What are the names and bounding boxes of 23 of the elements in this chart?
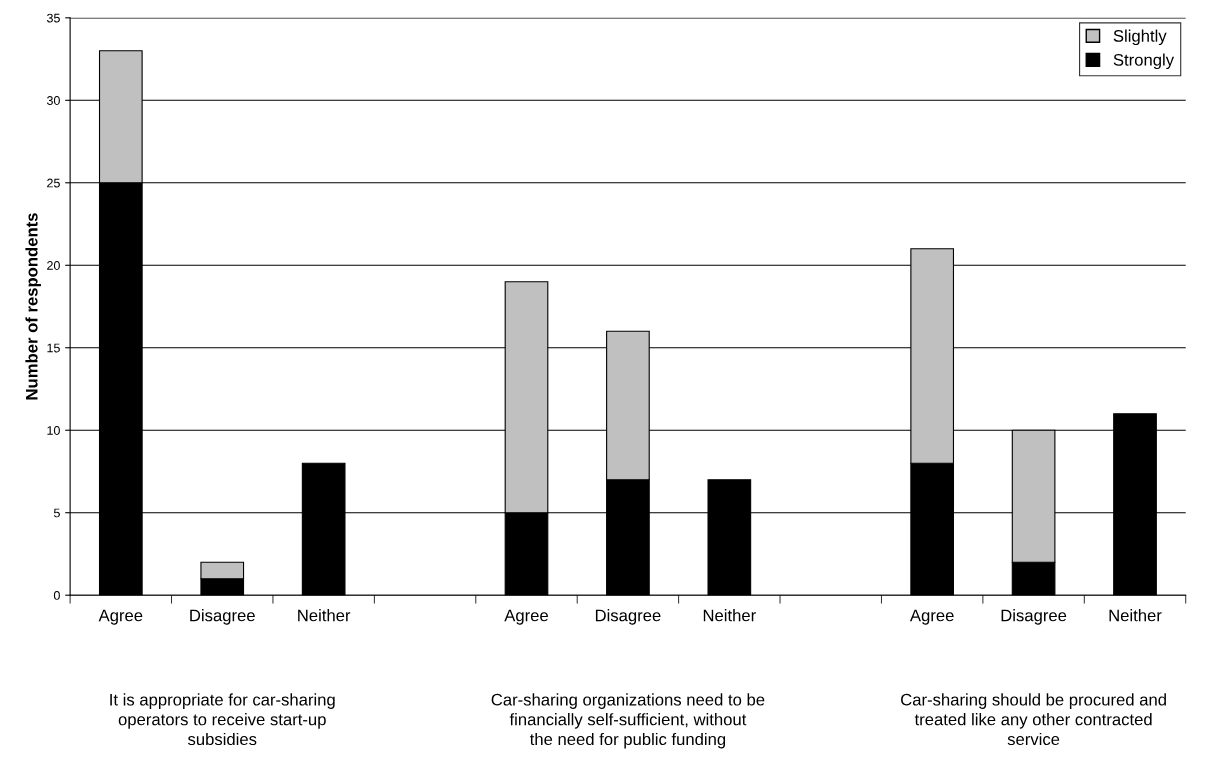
text: It is appropriate for car-sharing operators to receive start-up subsidies [110,693,335,746]
y-tick-label: 20 [47,261,60,270]
y-tick-label: 5 [53,508,60,518]
y-tick-label: 25 [47,178,60,188]
y-tick-label: 30 [46,96,60,105]
x-tick-label: Agree [504,609,548,625]
y-tick-label: 35 [46,13,60,23]
text: Car-sharing organizations need to be financially self-sufficient, without the need for public funding [491,693,765,749]
x-tick-label: Disagree [190,609,255,625]
y-tick-label: 0 [53,591,60,600]
legend-label: Slightly [1113,29,1167,46]
text: Car-sharing should be procured and treated like any other contracted service [901,693,1166,746]
x-tick-label: Disagree [1001,609,1067,625]
x-tick-label: Neither [703,609,756,622]
x-tick-label: Disagree [595,609,661,625]
legend-label: Strongly [1113,53,1175,70]
y-axis-title: Number of respondents [25,213,41,400]
x-tick-label: Neither [298,609,351,622]
x-tick-label: Agree [909,609,954,625]
y-tick-label: 15 [47,343,60,353]
x-tick-label: Agree [98,609,143,625]
x-tick-label: Neither [1109,609,1162,622]
y-tick-label: 10 [47,426,60,435]
